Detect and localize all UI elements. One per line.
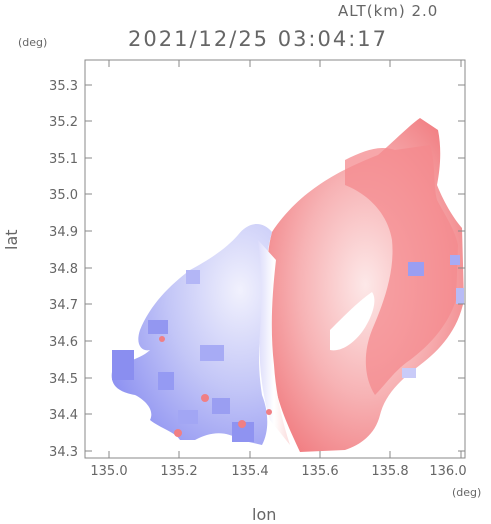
lat-tick-label: 35.3 (49, 79, 78, 94)
approaching-patch (450, 255, 460, 265)
lat-tick-label: 34.7 (49, 298, 78, 313)
lon-tick-label: 135.8 (371, 464, 408, 479)
altitude-label: ALT(km) 2.0 (338, 2, 439, 20)
lon-tick-group: 135.0 135.2 135.4 135.6 135.8 136.0 (90, 60, 467, 479)
lat-tick-label: 35.1 (49, 152, 78, 167)
lat-tick-label: 34.4 (49, 408, 78, 423)
lon-tick-label: 135.0 (90, 464, 127, 479)
lon-tick-label: 136.0 (429, 464, 466, 479)
lat-tick-label: 34.6 (49, 335, 78, 350)
zero-velocity-band (258, 240, 290, 445)
lat-tick-group: 35.3 35.2 35.1 35.0 34.9 34.8 34.7 34.6 … (49, 79, 465, 460)
lat-tick-label: 34.5 (49, 372, 78, 387)
receding-cell (174, 429, 182, 437)
lon-tick-label: 135.2 (160, 464, 197, 479)
radar-echo-layer (111, 118, 464, 452)
approaching-patch (200, 345, 224, 361)
lat-tick-label: 34.8 (49, 262, 78, 277)
approaching-patch (232, 422, 254, 442)
scan-datetime: 2021/12/25 03:04:17 (128, 27, 389, 51)
receding-cell (201, 394, 209, 402)
approaching-patch (408, 262, 424, 276)
lat-unit-label: (deg) (18, 36, 48, 49)
approaching-patch (148, 320, 168, 334)
approaching-patch (178, 410, 198, 424)
lon-unit-label: (deg) (452, 486, 482, 499)
echo-void (330, 292, 375, 351)
receding-cell (159, 336, 165, 342)
lat-tick-label: 34.9 (49, 225, 78, 240)
approaching-patch (158, 372, 174, 390)
approaching-patch (402, 368, 416, 378)
plot-frame (84, 59, 466, 459)
receding-cell (238, 420, 246, 428)
receding-core-region (345, 145, 458, 395)
lat-tick-label: 35.0 (49, 188, 78, 203)
approaching-patch (186, 270, 200, 284)
approaching-echo-region (111, 224, 272, 445)
approaching-patch (112, 350, 134, 380)
approaching-patch (456, 288, 464, 304)
lon-tick-label: 135.4 (231, 464, 268, 479)
lat-tick-label: 35.2 (49, 115, 78, 130)
lon-tick-label: 135.6 (301, 464, 338, 479)
approaching-patch (212, 398, 230, 414)
receding-cell (266, 409, 272, 415)
lat-tick-label: 34.3 (49, 445, 78, 460)
lon-axis-title: lon (252, 505, 277, 524)
